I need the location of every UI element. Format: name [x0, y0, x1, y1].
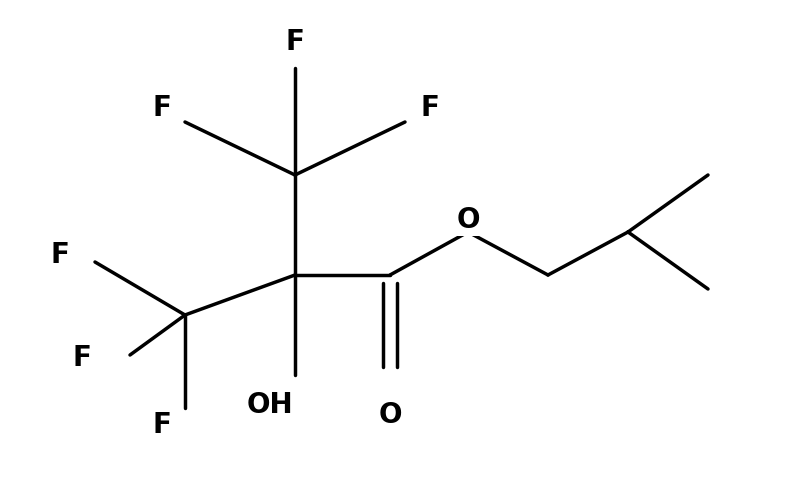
Text: F: F: [421, 94, 440, 122]
Text: F: F: [50, 241, 69, 269]
Text: OH: OH: [247, 391, 293, 419]
Text: F: F: [285, 28, 304, 56]
Text: O: O: [456, 206, 480, 234]
Text: F: F: [72, 344, 91, 372]
Text: F: F: [153, 411, 172, 439]
Text: O: O: [378, 401, 402, 429]
Text: F: F: [153, 94, 172, 122]
